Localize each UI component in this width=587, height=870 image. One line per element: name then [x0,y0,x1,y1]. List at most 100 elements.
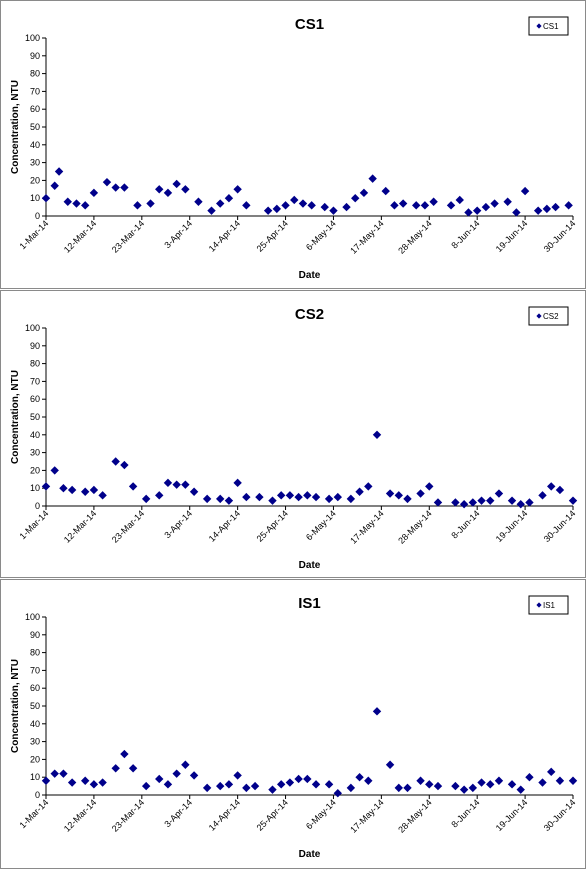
data-point [307,201,316,210]
data-point [242,492,251,502]
data-point [346,783,356,793]
y-tick-label: 100 [25,323,40,333]
legend: CS2 [528,306,569,326]
data-point [516,785,525,794]
legend-marker [536,23,542,29]
data-point [394,783,403,793]
data-point [303,491,312,500]
data-point [538,778,547,787]
y-tick-label: 90 [30,630,40,640]
data-point [368,174,377,183]
data-point [163,188,173,198]
data-point [403,494,412,504]
y-tick-label: 40 [30,719,40,729]
chart-panel-is1: IS1 0 10 20 30 40 50 60 70 80 90 100 1-Mar-14 12-Mar-… [0,579,586,869]
data-point [242,201,251,210]
y-tick-label: 0 [35,790,40,800]
data-point [472,206,482,215]
legend-label: IS1 [543,601,556,610]
data-point [494,489,504,498]
data-point [311,492,321,502]
y-tick-label: 40 [30,430,40,440]
data-point [281,201,290,210]
legend: CS1 [528,16,569,36]
data-point [102,177,112,187]
x-tick-label: 1-Mar-14 [18,797,51,830]
data-point [155,491,164,500]
y-tick-label: 30 [30,737,40,747]
data-point [207,206,216,215]
plot-area [46,617,573,795]
data-point [72,199,81,208]
data-point [416,776,425,785]
x-tick-label: 14-Apr-14 [207,218,242,253]
y-tick-label: 30 [30,158,40,168]
chart-panel-cs2: CS2 0 10 20 30 40 50 60 70 80 90 100 1-Mar-14 12-Mar-… [0,290,586,578]
chart-title: CS2 [295,306,324,323]
data-point [333,492,343,502]
data-point [89,188,99,198]
data-point [59,484,68,493]
data-point [120,183,129,192]
x-tick-label: 28-May-14 [396,508,433,545]
x-tick-label: 30-Jun-14 [542,797,578,833]
x-tick-label: 30-Jun-14 [542,508,578,544]
x-tick-label: 25-Apr-14 [255,218,290,253]
x-tick-label: 6-May-14 [304,508,338,542]
legend-label: CS1 [543,22,559,31]
x-axis-title: Date [299,849,321,860]
chart-cs2: CS2 0 10 20 30 40 50 60 70 80 90 100 1-Mar-14 12-Mar-… [10,306,578,571]
plot-area [46,38,573,216]
data-point [50,466,59,475]
data-point [568,776,578,785]
x-tick-label: 6-May-14 [304,797,338,831]
data-point [547,482,556,491]
chart-title: CS1 [295,16,324,33]
y-tick-label: 50 [30,701,40,711]
data-point [224,194,234,203]
y-tick-label: 70 [30,376,40,386]
data-point [155,185,164,194]
data-point [50,181,59,190]
data-point [533,206,543,215]
x-tick-label: 17-May-14 [348,508,385,545]
x-tick-label: 14-Apr-14 [207,797,242,832]
data-point [568,496,578,505]
y-tick-label: 90 [30,51,40,61]
data-point [403,783,412,793]
data-point [255,492,264,502]
data-point [80,201,90,210]
data-point [512,208,521,217]
y-tick-label: 10 [30,483,40,493]
data-point [67,485,77,495]
x-tick-label: 23-Mar-14 [110,218,146,254]
data-point [425,482,434,491]
legend-marker [536,313,542,319]
legend-box [528,595,569,615]
x-axis-title: Date [299,560,321,571]
x-tick-label: 25-Apr-14 [255,797,290,832]
x-tick-label: 12-Mar-14 [62,218,98,254]
data-point [41,482,51,491]
x-tick-label: 12-Mar-14 [62,797,98,833]
y-tick-label: 10 [30,772,40,782]
data-point [59,769,68,778]
y-tick-label: 60 [30,394,40,404]
x-tick-label: 1-Mar-14 [18,508,51,541]
data-point [525,498,534,507]
data-point [429,197,438,206]
data-point [420,201,430,210]
data-point [494,776,504,785]
y-tick-label: 20 [30,175,40,185]
data-point [294,774,303,784]
x-axis-title: Date [299,270,321,281]
data-point [398,199,408,208]
data-point [538,491,547,500]
data-point [194,197,203,206]
data-point [555,776,565,785]
y-tick-label: 80 [30,69,40,79]
data-point [181,760,190,769]
data-point [346,494,356,504]
data-point [359,188,369,198]
legend-box [528,306,569,326]
